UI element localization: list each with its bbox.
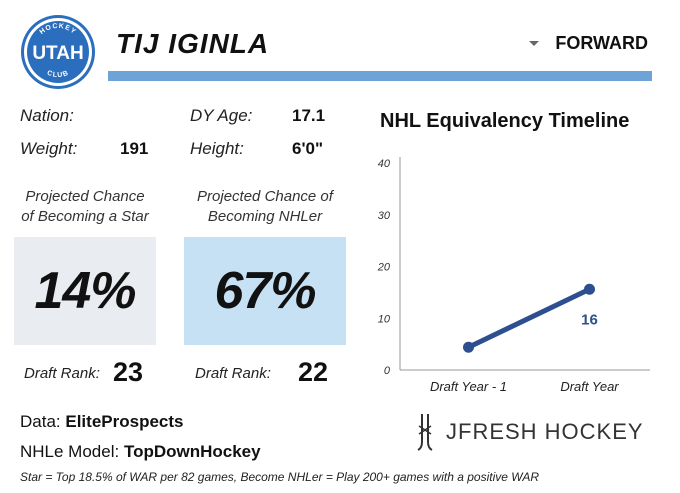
dy-age-label: DY Age: xyxy=(190,106,253,125)
nhler-title-line2: Becoming NHLer xyxy=(207,208,323,225)
star-title-line2: of Becoming a Star xyxy=(21,208,149,225)
brand-logo: JFRESH HOCKEY xyxy=(416,412,644,452)
position-dropdown[interactable]: FORWARD xyxy=(529,33,648,54)
nhler-chance-box: 67% xyxy=(184,237,346,345)
nhler-title-line1: Projected Chance of xyxy=(197,188,333,205)
height-label: Height: xyxy=(190,139,244,158)
y-tick-label: 20 xyxy=(377,262,391,274)
footnote: Star = Top 18.5% of WAR per 82 games, Be… xyxy=(20,470,540,484)
data-credit-label: Data: xyxy=(20,412,61,431)
logo-bottom-text: CLUB xyxy=(46,70,70,80)
team-logo: HOCKEY UTAH CLUB xyxy=(21,15,95,89)
y-tick-label: 30 xyxy=(378,210,391,222)
nation-label: Nation: xyxy=(20,106,74,125)
data-point xyxy=(463,341,474,353)
brand-stick-icon xyxy=(417,414,433,451)
star-projection-title: Projected Chance of Becoming a Star xyxy=(14,187,156,227)
y-tick-label: 10 xyxy=(378,313,391,325)
x-tick-label: Draft Year - 1 xyxy=(430,379,507,394)
height-value: 6'0" xyxy=(292,139,324,158)
star-draft-rank-label: Draft Rank: xyxy=(24,365,100,382)
data-credit-source: EliteProspects xyxy=(65,412,184,431)
x-tick-label: Draft Year xyxy=(560,379,619,394)
data-credit: Data: EliteProspects xyxy=(20,412,183,432)
nhle-timeline-chart: 0 10 20 30 40 Draft Year - 1 Draft Year 16 xyxy=(377,157,650,394)
brand-name: JFRESH HOCKEY xyxy=(446,419,644,444)
nhler-draft-rank-label: Draft Rank: xyxy=(195,365,271,382)
star-draft-rank-value: 23 xyxy=(113,357,144,387)
y-tick-label: 40 xyxy=(378,158,391,170)
logo-main-text: UTAH xyxy=(32,43,83,64)
dy-age-value: 17.1 xyxy=(292,106,326,125)
star-chance-box: 14% xyxy=(14,237,156,345)
data-label: 16 xyxy=(581,311,598,328)
logo-body xyxy=(27,21,89,83)
weight-value: 191 xyxy=(120,139,149,158)
player-name: TIJ IGINLA xyxy=(116,28,270,59)
data-point xyxy=(584,283,595,295)
position-label: FORWARD xyxy=(555,33,648,53)
model-credit: NHLe Model: TopDownHockey xyxy=(20,442,261,462)
star-title-line1: Projected Chance xyxy=(25,188,145,205)
y-tick-label: 0 xyxy=(384,365,391,377)
chevron-down-icon[interactable] xyxy=(529,41,540,46)
nhler-draft-rank-value: 22 xyxy=(298,357,329,387)
weight-label: Weight: xyxy=(20,139,78,158)
nhler-projection-title: Projected Chance of Becoming NHLer xyxy=(184,187,346,227)
star-chance-value: 14% xyxy=(34,262,136,320)
model-credit-label: NHLe Model: xyxy=(20,442,120,461)
series-line xyxy=(466,286,592,350)
nhler-chance-value: 67% xyxy=(214,262,316,320)
model-credit-source: TopDownHockey xyxy=(123,442,261,461)
header-divider xyxy=(108,71,652,81)
chart-title: NHL Equivalency Timeline xyxy=(380,110,630,132)
